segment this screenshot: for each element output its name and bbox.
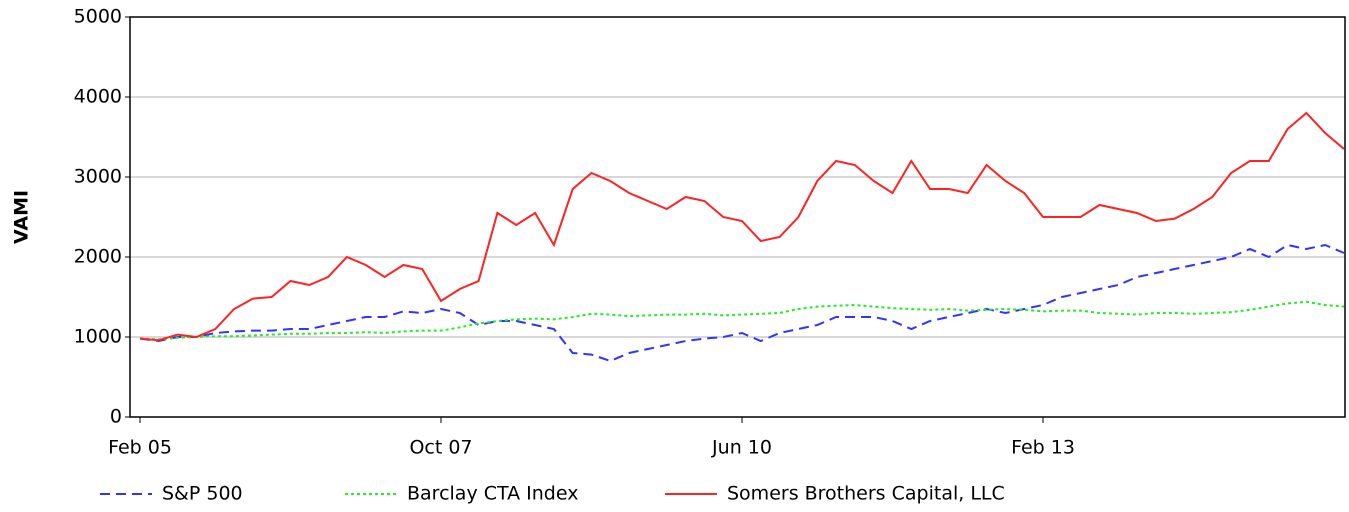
legend-label: Barclay CTA Index: [407, 483, 578, 505]
plot-frame: [129, 16, 1346, 418]
y-tick-label: 4000: [74, 86, 122, 108]
series-line: [139, 111, 1345, 342]
y-tick-label: 3000: [74, 166, 122, 188]
x-tick-label: Jun 10: [711, 437, 772, 459]
y-tick-label: 1000: [74, 326, 122, 348]
y-tick-label: 5000: [74, 6, 122, 28]
y-tick-label: 0: [110, 406, 122, 428]
x-tick-label: Feb 13: [1011, 437, 1075, 459]
series-line: [139, 243, 1345, 363]
x-tick-label: Oct 07: [409, 437, 472, 459]
x-tick-label: Feb 05: [108, 437, 172, 459]
legend-label: Somers Brothers Capital, LLC: [727, 483, 1005, 505]
series-line: [139, 300, 1345, 341]
y-axis-label: VAMI: [11, 190, 33, 244]
legend-label: S&P 500: [162, 483, 243, 505]
y-tick-label: 2000: [74, 246, 122, 268]
